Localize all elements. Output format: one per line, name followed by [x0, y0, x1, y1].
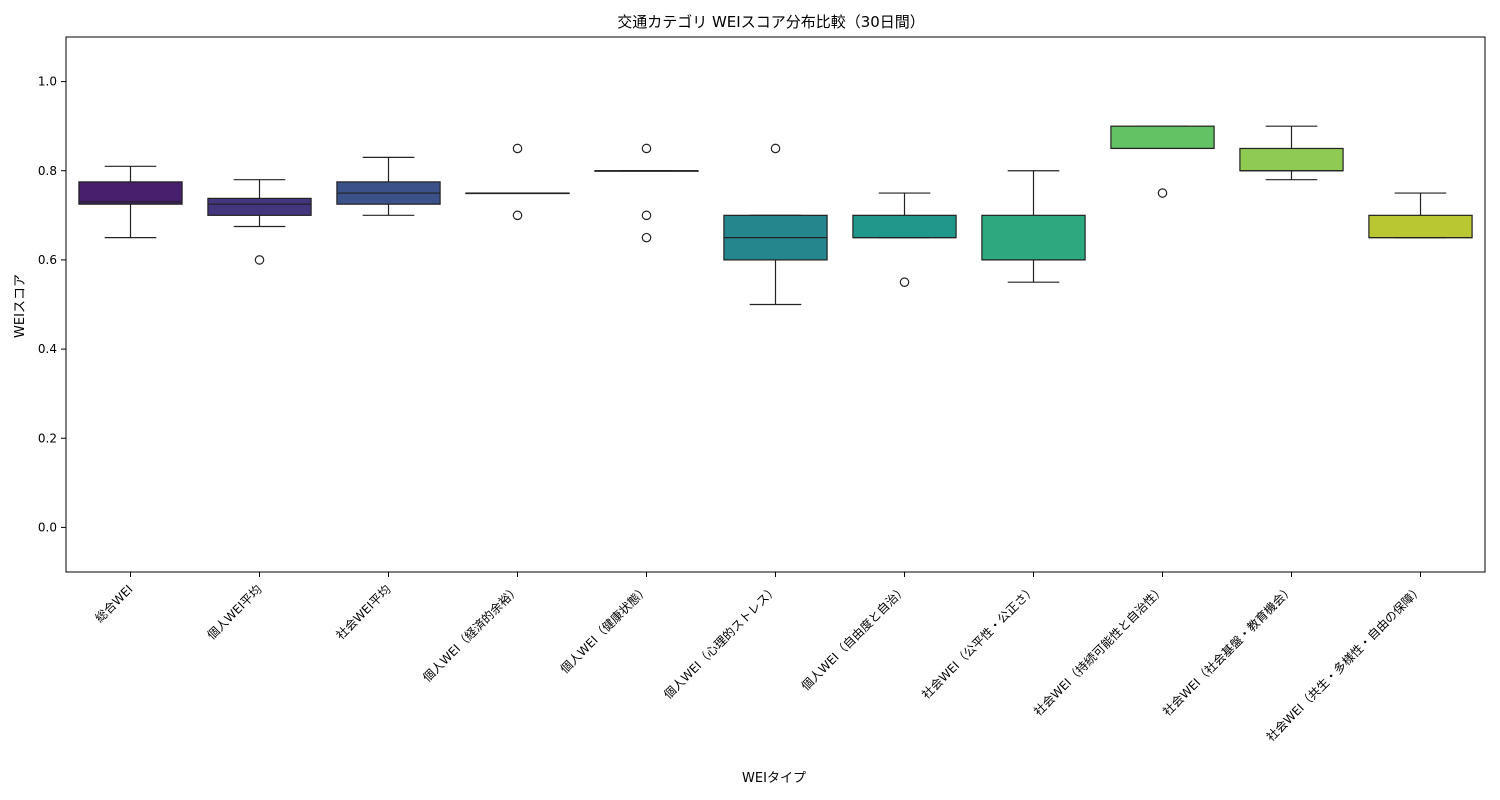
box-5 — [723, 143, 828, 306]
y-tick-label: 0.0 — [38, 520, 57, 534]
outlier-point — [641, 143, 652, 154]
x-tick-label: 社会WEI（社会基盤・教育機会） — [1159, 582, 1296, 719]
y-tick-label: 0.6 — [38, 253, 57, 267]
outlier-point — [899, 277, 910, 288]
outlier-point — [770, 143, 781, 154]
y-tick-label: 1.0 — [38, 75, 57, 89]
x-tick-label: 社会WEI平均 — [333, 582, 394, 643]
box-7 — [981, 170, 1086, 283]
box-10 — [1368, 192, 1473, 239]
box-1 — [207, 179, 312, 265]
box-iqr — [78, 181, 183, 205]
box-0 — [78, 165, 183, 239]
box-8 — [1110, 125, 1215, 198]
x-tick-label: 個人WEI（自由度と自治） — [798, 582, 910, 694]
x-tick-label: 総合WEI — [92, 582, 136, 626]
y-tick-label: 0.2 — [38, 431, 57, 445]
box-2 — [336, 156, 441, 216]
outlier-point — [512, 210, 523, 221]
outlier-point — [1157, 188, 1168, 198]
box-iqr — [1110, 125, 1215, 150]
x-axis-label: WEIタイプ — [742, 771, 806, 786]
y-axis-label: WEIスコア — [13, 274, 28, 338]
x-tick-label: 個人WEI（心理的ストレス） — [660, 582, 780, 702]
box-4 — [594, 143, 699, 243]
outlier-point — [254, 255, 265, 265]
outlier-point — [641, 210, 652, 221]
x-tick-label: 社会WEI（公平性・公正さ） — [918, 582, 1038, 702]
x-tick-label: 個人WEI（経済的余裕） — [419, 582, 522, 685]
x-tick-label: 個人WEI平均 — [205, 582, 265, 642]
y-tick-label: 0.4 — [38, 342, 57, 356]
y-tick-label: 0.8 — [38, 164, 57, 178]
box-iqr — [207, 197, 312, 216]
chart-title: 交通カテゴリ WEIスコア分布比較（30日間） — [617, 13, 925, 31]
box-3 — [465, 143, 570, 221]
x-tick-label: 社会WEI（持続可能性と自治性） — [1030, 582, 1167, 719]
box-iqr — [1368, 214, 1473, 239]
box-6 — [852, 192, 957, 288]
box-iqr — [852, 214, 957, 239]
box-9 — [1239, 125, 1344, 181]
x-tick-label: 個人WEI（健康状態） — [557, 582, 652, 677]
plot-area — [78, 125, 1473, 306]
box-iqr — [1239, 147, 1344, 172]
x-tick-label: 社会WEI（共生・多様性・自由の保障） — [1263, 582, 1426, 745]
box-iqr — [981, 214, 1086, 261]
outlier-point — [641, 232, 652, 243]
outlier-point — [512, 143, 523, 154]
